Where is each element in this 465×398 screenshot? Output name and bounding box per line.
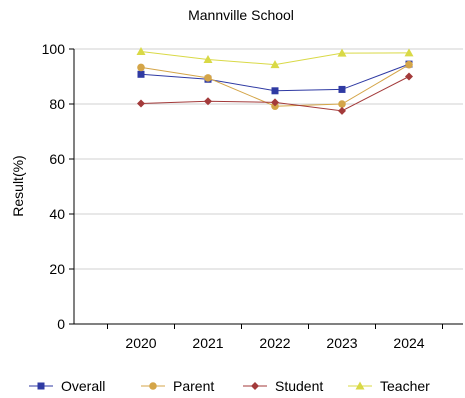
series-student <box>137 72 413 115</box>
y-tick-label: 80 <box>49 96 65 112</box>
x-tick-label: 2024 <box>393 335 424 351</box>
x-axis: 2020 2021 2022 2023 2024 <box>74 323 463 351</box>
y-axis: 0 20 40 60 80 100 <box>42 41 75 332</box>
x-tick-label: 2022 <box>259 335 290 351</box>
legend-item-parent: Parent <box>141 378 214 394</box>
legend: Overall Parent Student Teacher <box>29 378 430 394</box>
y-tick-label: 0 <box>57 316 65 332</box>
x-tick-label: 2023 <box>326 335 357 351</box>
data-point-teacher <box>337 48 347 57</box>
data-point-overall <box>137 70 145 78</box>
y-tick-label: 60 <box>49 151 65 167</box>
y-tick-label: 40 <box>49 206 65 222</box>
data-point-student <box>137 99 145 108</box>
y-tick-label: 100 <box>42 41 66 57</box>
legend-label: Parent <box>173 378 214 394</box>
legend-label: Student <box>275 378 323 394</box>
data-point-student <box>204 97 212 106</box>
grid-lines <box>74 48 463 270</box>
legend-item-overall: Overall <box>29 378 105 394</box>
legend-marker <box>37 382 45 390</box>
data-point-student <box>271 98 279 107</box>
x-tick-label: 2021 <box>192 335 223 351</box>
legend-marker <box>355 381 365 390</box>
legend-item-student: Student <box>243 378 323 394</box>
chart-title: Mannville School <box>188 7 294 23</box>
data-point-parent <box>338 100 346 108</box>
legend-marker <box>251 382 259 390</box>
data-point-teacher <box>203 54 213 63</box>
data-point-student <box>338 106 346 115</box>
legend-label: Overall <box>61 378 105 394</box>
data-point-teacher <box>136 46 146 55</box>
data-point-parent <box>137 63 145 72</box>
data-point-overall <box>271 87 279 95</box>
data-point-overall <box>338 85 346 93</box>
data-point-student <box>405 72 413 81</box>
data-point-teacher <box>404 48 414 57</box>
data-point-parent <box>204 74 212 82</box>
y-tick-label: 20 <box>49 261 65 277</box>
series-lines <box>136 46 414 115</box>
series-teacher <box>136 46 414 69</box>
data-point-teacher <box>270 60 280 69</box>
x-tick-label: 2020 <box>125 335 156 351</box>
data-point-parent <box>405 60 413 69</box>
legend-marker <box>149 382 157 390</box>
legend-label: Teacher <box>380 378 430 394</box>
y-axis-label: Result(%) <box>10 155 26 216</box>
legend-item-teacher: Teacher <box>348 378 430 394</box>
